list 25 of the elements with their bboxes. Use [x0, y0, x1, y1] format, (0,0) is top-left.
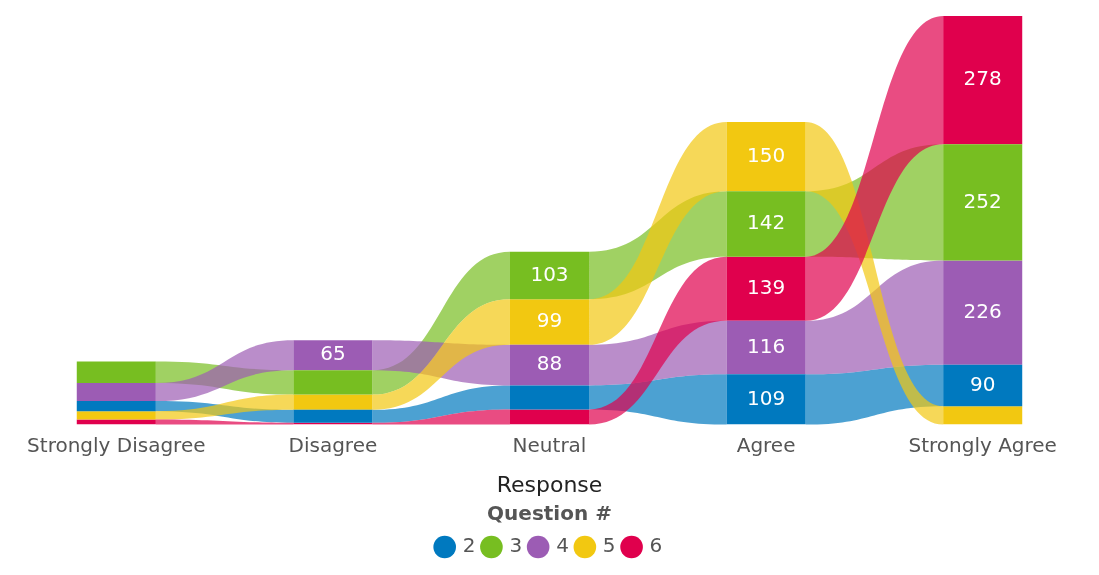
data-label: 90: [969, 371, 996, 396]
data-label: 278: [963, 66, 1002, 91]
data-label: 252: [963, 188, 1002, 213]
data-label: 65: [320, 341, 346, 366]
legend-label: 5: [602, 533, 616, 558]
data-label: 226: [963, 298, 1002, 323]
data-label: 103: [530, 261, 569, 286]
legend-label: 2: [462, 533, 476, 558]
legend-title: Question #: [487, 501, 612, 526]
x-tick-label: Neutral: [512, 432, 587, 457]
data-label: 109: [747, 385, 786, 410]
data-label: 142: [747, 210, 786, 235]
data-label: 139: [747, 274, 786, 299]
x-tick-label: Strongly Agree: [908, 432, 1057, 457]
legend-label: 3: [509, 533, 523, 558]
data-label: 116: [747, 333, 786, 358]
legend-label: 4: [556, 533, 569, 558]
x-tick-label: Agree: [736, 432, 796, 457]
legend-label: 6: [649, 533, 663, 558]
x-tick-label: Disagree: [288, 432, 378, 457]
x-tick-label: Strongly Disagree: [27, 432, 206, 457]
data-label: 88: [536, 351, 563, 376]
x-axis-title: Response: [496, 471, 603, 497]
data-label: 150: [747, 142, 786, 167]
data-label: 99: [536, 308, 563, 333]
